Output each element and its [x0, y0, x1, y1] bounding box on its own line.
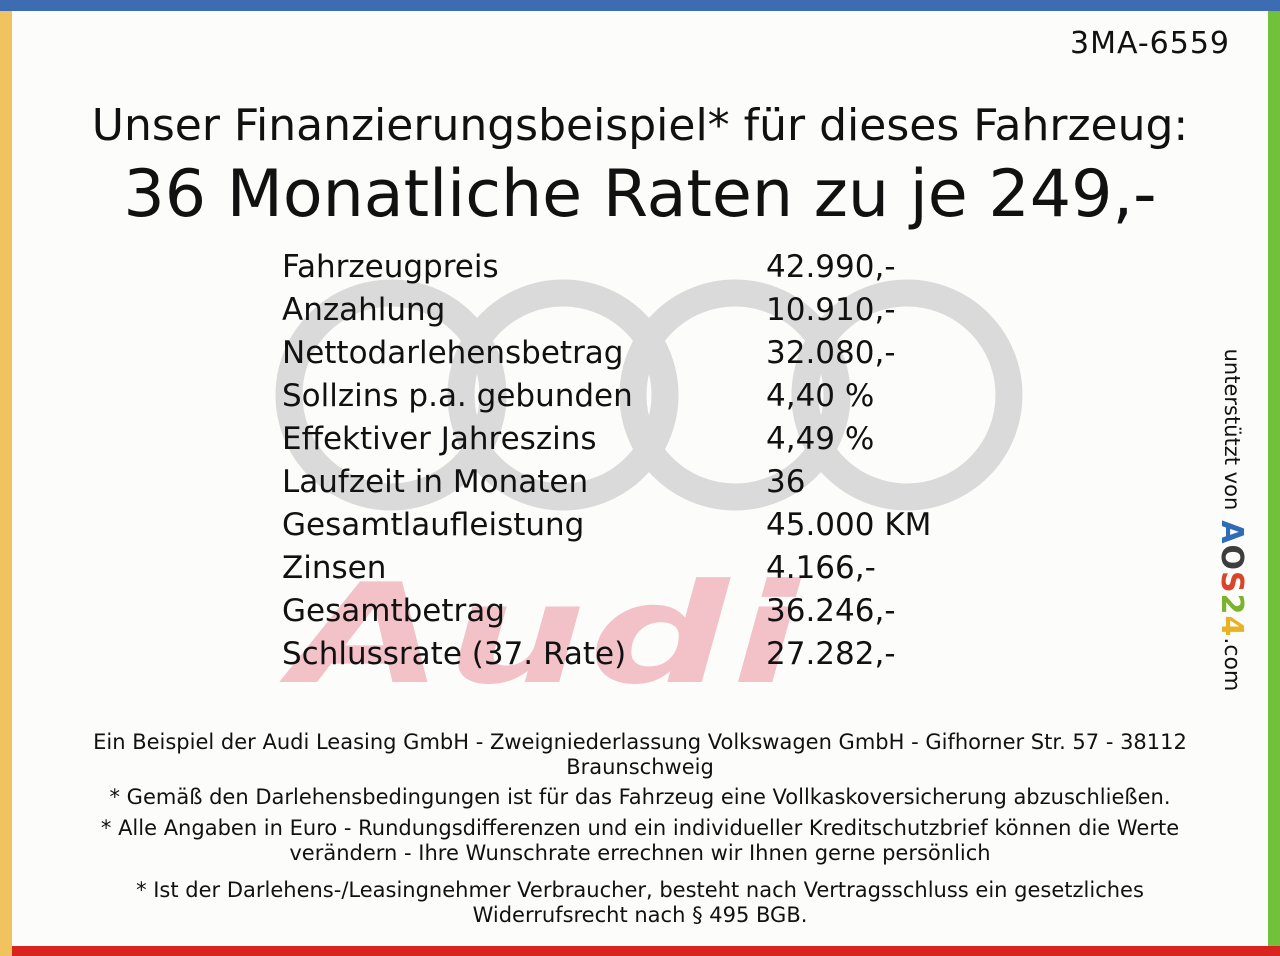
finance-row-value: 4.166,-: [766, 550, 876, 586]
finance-row-value: 45.000 KM: [766, 507, 932, 543]
financing-table: Fahrzeugpreis 42.990,- Anzahlung 10.910,…: [282, 246, 931, 676]
audi-ring-3: [619, 279, 851, 511]
finance-row-value: 10.910,-: [766, 292, 896, 328]
finance-row-value: 36.246,-: [766, 593, 896, 629]
audi-ring-1: [275, 279, 507, 511]
finance-row-value: 27.282,-: [766, 636, 896, 672]
finance-row-value: 4,49 %: [766, 421, 875, 457]
frame-bar-left: [0, 11, 12, 956]
finance-row-label: Anzahlung: [282, 292, 446, 328]
audi-ring-2: [447, 279, 679, 511]
legal-footer: Ein Beispiel der Audi Leasing GmbH - Zwe…: [12, 730, 1268, 928]
table-row: Zinsen 4.166,-: [282, 547, 931, 590]
audi-ring-4: [791, 279, 1023, 511]
footer-euro-note: * Alle Angaben in Euro - Rundungsdiffere…: [100, 816, 1180, 865]
finance-row-label: Effektiver Jahreszins: [282, 421, 597, 457]
audi-wordmark-watermark: Audi: [292, 554, 802, 715]
finance-row-label: Laufzeit in Monaten: [282, 464, 589, 500]
table-row: Sollzins p.a. gebunden 4,40 %: [282, 375, 931, 418]
footer-insurance-note: * Gemäß den Darlehensbedingungen ist für…: [109, 785, 1171, 809]
finance-row-label: Gesamtbetrag: [282, 593, 505, 629]
aos24-logo-letter: S: [1214, 571, 1250, 594]
footer-withdrawal-note: * Ist der Darlehens-/Leasingnehmer Verbr…: [136, 878, 1144, 927]
table-row: Laufzeit in Monaten 36: [282, 461, 931, 504]
finance-row-value: 42.990,-: [766, 249, 896, 285]
monthly-rate-headline: 36 Monatliche Raten zu je 249,-: [123, 157, 1157, 232]
finance-row-label: Nettodarlehensbetrag: [282, 335, 624, 371]
finance-row-label: Zinsen: [282, 550, 387, 586]
sponsor-credit-text: unterstützt von: [1220, 348, 1244, 511]
financing-example-title: Unser Finanzierungsbeispiel* für dieses …: [91, 100, 1189, 151]
sponsor-credit: unterstützt von AOS24 .com: [1214, 335, 1250, 705]
finance-row-label: Fahrzeugpreis: [282, 249, 499, 285]
table-row: Gesamtbetrag 36.246,-: [282, 590, 931, 633]
finance-row-value: 4,40 %: [766, 378, 875, 414]
frame-bar-top: [0, 0, 1280, 11]
table-row: Schlussrate (37. Rate) 27.282,-: [282, 633, 931, 676]
finance-row-label: Gesamtlaufleistung: [282, 507, 585, 543]
table-row: Fahrzeugpreis 42.990,-: [282, 246, 931, 289]
aos24-logo-letter: 2: [1214, 593, 1250, 616]
finance-row-label: Sollzins p.a. gebunden: [282, 378, 633, 414]
sponsor-domain-suffix: .com: [1219, 637, 1245, 692]
table-row: Gesamtlaufleistung 45.000 KM: [282, 504, 931, 547]
table-row: Anzahlung 10.910,-: [282, 289, 931, 332]
aos24-logo: AOS24: [1215, 520, 1250, 637]
aos24-logo-letter: 4: [1214, 615, 1250, 638]
footer-provider-line: Ein Beispiel der Audi Leasing GmbH - Zwe…: [93, 730, 1187, 779]
frame-bar-bottom: [12, 946, 1280, 956]
aos24-logo-letter: O: [1214, 544, 1250, 572]
finance-row-label: Schlussrate (37. Rate): [282, 636, 627, 672]
vehicle-code: 3MA-6559: [1069, 26, 1230, 61]
aos24-logo-letter: A: [1214, 520, 1250, 545]
table-row: Effektiver Jahreszins 4,49 %: [282, 418, 931, 461]
frame-bar-right: [1268, 11, 1280, 946]
finance-row-value: 32.080,-: [766, 335, 896, 371]
finance-row-value: 36: [766, 464, 806, 500]
table-row: Nettodarlehensbetrag 32.080,-: [282, 332, 931, 375]
